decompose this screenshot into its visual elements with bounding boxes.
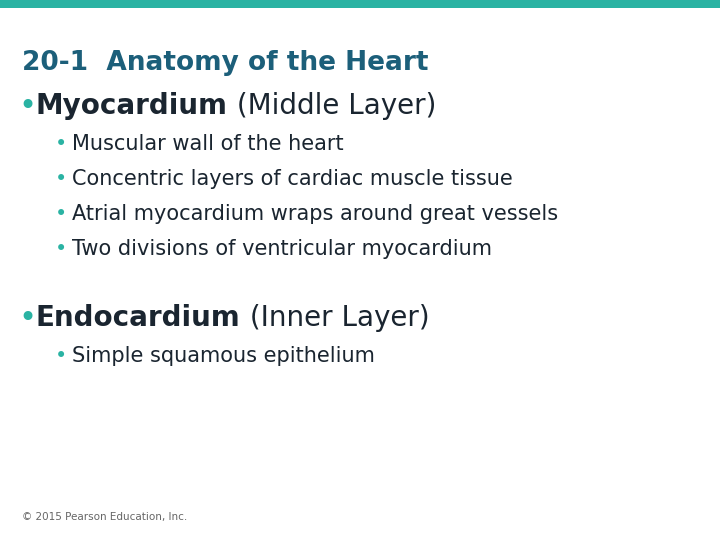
Text: 20-1  Anatomy of the Heart: 20-1 Anatomy of the Heart <box>22 50 428 76</box>
Bar <box>0 0 720 8</box>
Text: •: • <box>18 304 36 333</box>
Text: •: • <box>55 239 67 259</box>
Text: Atrial myocardium wraps around great vessels: Atrial myocardium wraps around great ves… <box>72 204 558 224</box>
Text: •: • <box>55 134 67 154</box>
Text: © 2015 Pearson Education, Inc.: © 2015 Pearson Education, Inc. <box>22 512 187 522</box>
Text: Concentric layers of cardiac muscle tissue: Concentric layers of cardiac muscle tiss… <box>72 169 513 189</box>
Text: Simple squamous epithelium: Simple squamous epithelium <box>72 346 375 366</box>
Text: Two divisions of ventricular myocardium: Two divisions of ventricular myocardium <box>72 239 492 259</box>
Text: Muscular wall of the heart: Muscular wall of the heart <box>72 134 343 154</box>
Text: •: • <box>55 169 67 189</box>
Text: Endocardium: Endocardium <box>36 304 240 332</box>
Text: •: • <box>55 346 67 366</box>
Text: •: • <box>55 204 67 224</box>
Text: •: • <box>18 92 36 121</box>
Text: (Middle Layer): (Middle Layer) <box>228 92 436 120</box>
Text: (Inner Layer): (Inner Layer) <box>240 304 429 332</box>
Text: Myocardium: Myocardium <box>36 92 228 120</box>
